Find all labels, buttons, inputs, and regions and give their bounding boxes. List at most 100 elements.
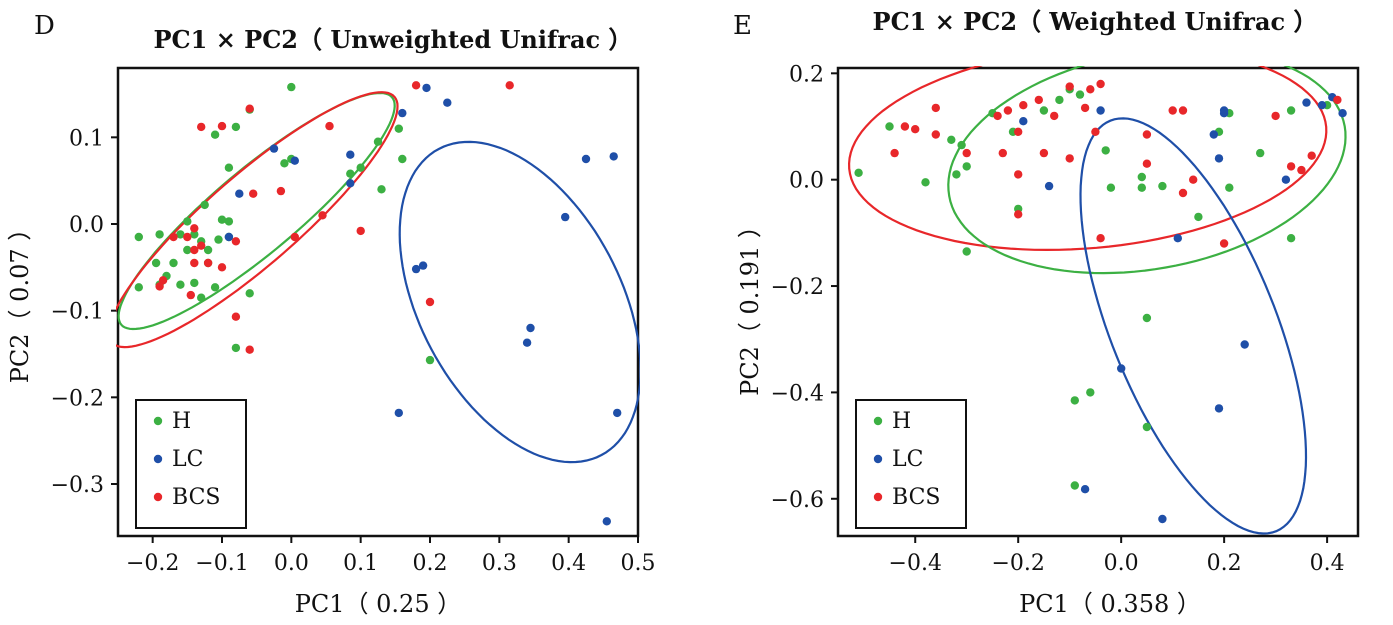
point-bcs — [1003, 106, 1013, 115]
point-bcs — [325, 121, 334, 131]
x-tick-label: 0.4 — [1310, 551, 1345, 576]
point-h — [1075, 90, 1085, 99]
point-h — [947, 135, 956, 144]
point-h — [155, 230, 164, 239]
point-bcs — [1050, 111, 1059, 121]
point-bcs — [1096, 79, 1105, 89]
point-h — [224, 217, 234, 226]
point-h — [214, 235, 223, 244]
point-bcs — [1086, 85, 1095, 94]
point-h — [373, 137, 383, 146]
point-bcs — [1297, 165, 1306, 175]
point-bcs — [190, 258, 199, 268]
legend-label-bcs: BCS — [892, 485, 940, 510]
point-bcs — [998, 148, 1007, 158]
point-bcs — [1091, 127, 1100, 136]
x-tick-label: −0.1 — [195, 551, 248, 576]
point-h — [962, 162, 971, 171]
point-h — [1256, 148, 1265, 158]
point-lc — [522, 338, 532, 347]
x-tick-label: −0.2 — [126, 551, 179, 576]
point-bcs — [158, 276, 168, 285]
plot-area-unweighted: −0.2 −0.1 0.0 0.1 0.2 0.3 0.4 0.5 −0.3 −0.2 −0.1 0.… — [51, 66, 656, 576]
panel-letter-e: E — [733, 11, 752, 41]
point-bcs — [197, 122, 206, 132]
legend-label-h: H — [892, 409, 911, 434]
point-lc — [443, 98, 452, 107]
point-bcs — [245, 345, 254, 354]
point-lc — [581, 154, 591, 164]
x-tick-label: 0.4 — [551, 551, 586, 576]
x-tick-label: 0.2 — [1207, 551, 1242, 576]
plot-area-weighted: −0.4 −0.2 0.0 0.2 0.4 −0.6 −0.4 −0.2 0.0 0.2 H LC BC… — [771, 62, 1360, 576]
x-axis-title-unweighted: PC1（ 0.25 ） — [295, 590, 461, 618]
point-bcs — [1286, 162, 1296, 171]
point-h — [210, 130, 220, 139]
plot-frame-weighted — [836, 66, 1360, 538]
point-h — [1137, 183, 1147, 192]
point-bcs — [276, 186, 286, 196]
point-h — [957, 140, 966, 150]
point-h — [203, 245, 213, 255]
point-bcs — [962, 148, 971, 158]
point-lc — [602, 517, 611, 526]
point-h — [1225, 183, 1234, 192]
point-bcs — [1307, 151, 1316, 160]
point-lc — [1117, 364, 1126, 373]
point-lc — [609, 152, 618, 161]
point-bcs — [231, 312, 241, 321]
legend-marker-bcs — [873, 492, 883, 502]
point-bcs — [169, 232, 178, 242]
point-h — [1055, 95, 1064, 105]
point-lc — [1158, 514, 1167, 524]
y-tick-label: −0.4 — [771, 381, 824, 406]
plot-frame-unweighted — [116, 66, 640, 538]
point-bcs — [1219, 239, 1229, 248]
point-lc — [1214, 404, 1224, 413]
legend-label-lc: LC — [172, 447, 203, 472]
point-h — [885, 122, 894, 131]
point-h — [134, 232, 143, 242]
point-bcs — [1014, 170, 1023, 179]
point-bcs — [425, 297, 435, 307]
point-h — [134, 283, 143, 292]
y-tick-label: 0.1 — [69, 126, 104, 151]
confidence-ellipse-bcs — [847, 66, 1328, 252]
point-lc — [1240, 340, 1249, 349]
legend-label-h: H — [172, 409, 191, 434]
x-tick-label: 0.0 — [274, 551, 309, 576]
point-h — [197, 293, 206, 302]
point-lc — [1080, 485, 1090, 494]
point-lc — [1019, 117, 1028, 126]
point-h — [217, 215, 227, 224]
panel-weighted: E PC1 × PC2（ Weighted Unifrac ） PC1（ 0.3… — [733, 7, 1360, 618]
y-tick-label: 0.2 — [789, 62, 824, 87]
point-h — [1101, 146, 1110, 155]
legend-marker-lc — [873, 454, 883, 464]
point-h — [176, 230, 185, 239]
point-lc — [1044, 181, 1054, 191]
point-lc — [1214, 154, 1224, 163]
point-bcs — [931, 103, 940, 113]
x-tick-label: 0.5 — [621, 551, 656, 576]
y-axis-title-unweighted: PC2（ 0.07 ） — [6, 217, 34, 383]
point-bcs — [1065, 82, 1074, 91]
legend-marker-h — [873, 416, 883, 426]
x-tick-label: 0.1 — [343, 551, 378, 576]
confidence-ellipse-h — [117, 91, 396, 331]
panel-unweighted: D PC1 × PC2（ Unweighted Unifrac ） PC1（ 0… — [6, 11, 656, 618]
point-lc — [1219, 106, 1229, 115]
point-lc — [1096, 106, 1105, 115]
point-h — [169, 258, 178, 268]
point-h — [1039, 106, 1049, 115]
point-h — [1194, 212, 1203, 222]
legend-marker-h — [153, 416, 163, 426]
point-h — [200, 200, 209, 210]
point-h — [1086, 388, 1095, 397]
point-bcs — [190, 245, 199, 255]
point-bcs — [911, 125, 920, 134]
point-h — [1158, 181, 1167, 191]
point-h — [183, 245, 192, 255]
point-h — [346, 169, 355, 178]
